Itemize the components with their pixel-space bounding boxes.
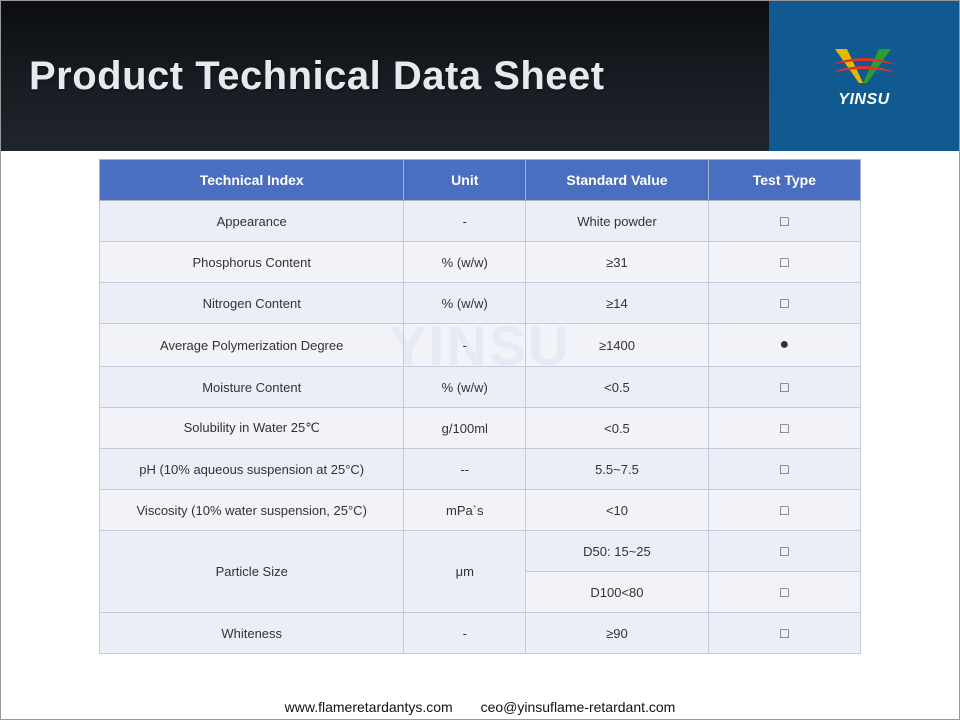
cell-std: D100<80: [526, 572, 709, 613]
cell-test: □: [708, 242, 860, 283]
cell-unit: mPa`s: [404, 490, 526, 531]
yinsu-logo: YINSU: [825, 43, 903, 109]
table-header: Technical IndexUnitStandard ValueTest Ty…: [100, 160, 861, 201]
cell-std: <10: [526, 490, 709, 531]
cell-index: Whiteness: [100, 613, 404, 654]
cell-index: Moisture Content: [100, 367, 404, 408]
table-row: Particle SizeμmD50: 15~25□: [100, 531, 861, 572]
cell-unit: μm: [404, 531, 526, 613]
footer-website: www.flameretardantys.com: [285, 699, 453, 715]
logo-mark-icon: [825, 43, 903, 91]
cell-index: Nitrogen Content: [100, 283, 404, 324]
table-row: Nitrogen Content% (w/w)≥14□: [100, 283, 861, 324]
table-body: Appearance-White powder□Phosphorus Conte…: [100, 201, 861, 654]
footer: www.flameretardantys.com ceo@yinsuflame-…: [1, 699, 959, 715]
cell-unit: g/100ml: [404, 408, 526, 449]
cell-std: ≥31: [526, 242, 709, 283]
column-header: Standard Value: [526, 160, 709, 201]
cell-std: ≥14: [526, 283, 709, 324]
cell-unit: % (w/w): [404, 367, 526, 408]
cell-unit: % (w/w): [404, 242, 526, 283]
cell-index: pH (10% aqueous suspension at 25°C): [100, 449, 404, 490]
header: Product Technical Data Sheet YINSU: [1, 1, 959, 151]
column-header: Technical Index: [100, 160, 404, 201]
cell-test: □: [708, 613, 860, 654]
cell-std: <0.5: [526, 367, 709, 408]
cell-test: □: [708, 490, 860, 531]
table-row: pH (10% aqueous suspension at 25°C)--5.5…: [100, 449, 861, 490]
cell-std: White powder: [526, 201, 709, 242]
cell-index: Viscosity (10% water suspension, 25°C): [100, 490, 404, 531]
cell-test: □: [708, 531, 860, 572]
cell-std: ≥1400: [526, 324, 709, 367]
column-header: Unit: [404, 160, 526, 201]
header-title-wrap: Product Technical Data Sheet: [1, 1, 769, 151]
cell-test: □: [708, 572, 860, 613]
cell-std: <0.5: [526, 408, 709, 449]
table-container: YINSU Technical IndexUnitStandard ValueT…: [1, 151, 959, 654]
cell-std: 5.5~7.5: [526, 449, 709, 490]
cell-test: □: [708, 408, 860, 449]
cell-index: Solubility in Water 25℃: [100, 408, 404, 449]
cell-unit: -: [404, 613, 526, 654]
cell-index: Particle Size: [100, 531, 404, 613]
cell-test: ●: [708, 324, 860, 367]
column-header: Test Type: [708, 160, 860, 201]
cell-test: □: [708, 201, 860, 242]
cell-unit: -: [404, 324, 526, 367]
table-row: Solubility in Water 25℃g/100ml<0.5□: [100, 408, 861, 449]
cell-test: □: [708, 283, 860, 324]
cell-unit: -: [404, 201, 526, 242]
cell-index: Average Polymerization Degree: [100, 324, 404, 367]
logo-text: YINSU: [838, 91, 889, 109]
cell-index: Phosphorus Content: [100, 242, 404, 283]
cell-unit: % (w/w): [404, 283, 526, 324]
page-title: Product Technical Data Sheet: [29, 54, 605, 99]
table-row: Moisture Content% (w/w)<0.5□: [100, 367, 861, 408]
cell-test: □: [708, 449, 860, 490]
cell-std: D50: 15~25: [526, 531, 709, 572]
cell-test: □: [708, 367, 860, 408]
cell-index: Appearance: [100, 201, 404, 242]
spec-table: Technical IndexUnitStandard ValueTest Ty…: [99, 159, 861, 654]
logo-panel: YINSU: [769, 1, 959, 151]
footer-email: ceo@yinsuflame-retardant.com: [481, 699, 676, 715]
table-row: Whiteness-≥90□: [100, 613, 861, 654]
cell-unit: --: [404, 449, 526, 490]
table-row: Appearance-White powder□: [100, 201, 861, 242]
table-row: Phosphorus Content% (w/w)≥31□: [100, 242, 861, 283]
table-row: Viscosity (10% water suspension, 25°C)mP…: [100, 490, 861, 531]
cell-std: ≥90: [526, 613, 709, 654]
table-row: Average Polymerization Degree-≥1400●: [100, 324, 861, 367]
